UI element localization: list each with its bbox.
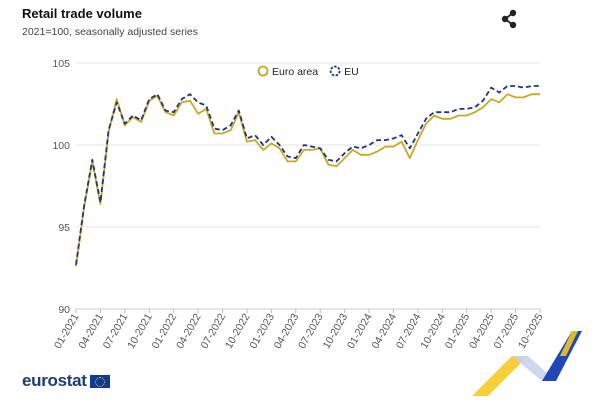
legend-label[interactable]: EU — [344, 66, 359, 78]
y-axis: 90 95 100 105 — [52, 58, 70, 316]
decorative-ribbon-icon — [472, 331, 582, 396]
chart-subtitle: 2021=100, seasonally adjusted series — [22, 26, 198, 38]
grid-layer — [76, 62, 540, 310]
legend-label[interactable]: Euro area — [272, 66, 318, 78]
series-line-eu[interactable] — [75, 85, 540, 265]
y-tick-label: 95 — [58, 222, 70, 234]
share-button[interactable] — [498, 8, 520, 30]
series-line-euro-area[interactable] — [75, 93, 540, 267]
series-layer — [75, 85, 540, 267]
legend-marker[interactable] — [329, 65, 341, 77]
eurostat-logo: eurostat — [22, 371, 110, 391]
legend-marker[interactable] — [257, 65, 269, 77]
y-tick-label: 90 — [58, 304, 70, 316]
y-tick-label: 100 — [52, 140, 70, 152]
eurostat-wordmark: eurostat — [22, 371, 87, 390]
eu-flag-icon — [89, 374, 110, 388]
share-icon — [501, 9, 517, 29]
chart-title: Retail trade volume — [22, 6, 142, 21]
y-tick-label: 105 — [52, 58, 70, 70]
legend[interactable]: Euro area EU — [257, 65, 359, 78]
